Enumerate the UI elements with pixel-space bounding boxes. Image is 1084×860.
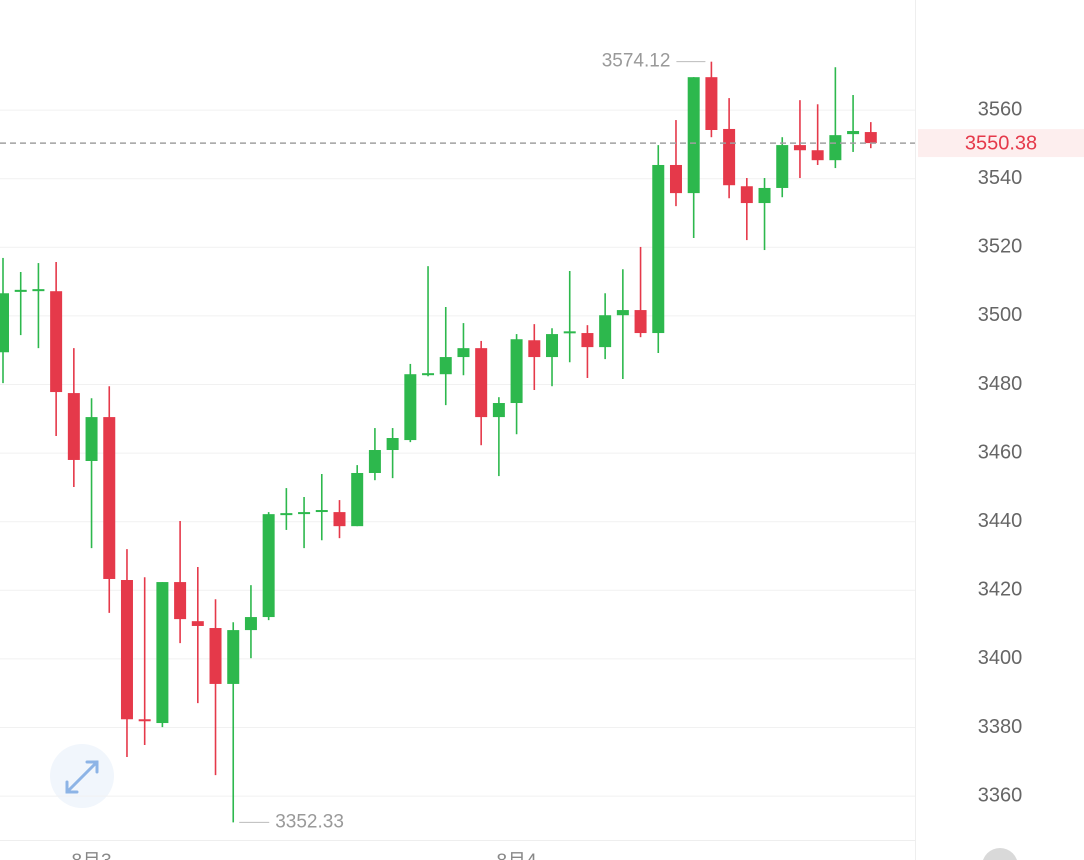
candle-body [740, 186, 753, 204]
candle-body [669, 164, 682, 194]
candle-body [14, 289, 27, 292]
y-tick-label: 3480 [978, 373, 1023, 395]
last-price-label: 3550.38 [965, 132, 1037, 154]
low-label: 3352.33 [275, 811, 344, 832]
y-tick-label: 3440 [978, 510, 1023, 532]
candle-body [174, 582, 187, 620]
y-tick-label: 3380 [978, 716, 1023, 738]
candle-body [50, 291, 63, 393]
candle-body [811, 150, 824, 161]
y-tick-label: 3540 [978, 167, 1023, 189]
candle-body [103, 417, 116, 579]
candle-body [563, 331, 576, 334]
x-tick-label: 8月4 [497, 851, 538, 860]
candle-body [847, 131, 860, 135]
candle-body [67, 393, 80, 460]
candle-body [528, 340, 541, 358]
candle-body [227, 630, 240, 684]
candle-body [333, 512, 346, 527]
candle-body [475, 348, 488, 418]
candle-body [120, 580, 133, 720]
candle-body [386, 438, 399, 451]
candle-body [315, 510, 328, 513]
candle-body [864, 132, 877, 144]
candle-body [191, 621, 204, 626]
grid [0, 109, 915, 797]
candle-body [262, 514, 275, 618]
candle-body [138, 719, 151, 722]
y-tick-label: 3400 [978, 647, 1023, 669]
candle-body [492, 403, 505, 418]
candle-body [510, 339, 523, 404]
y-tick-label: 3520 [978, 236, 1023, 258]
candle-body [616, 310, 629, 316]
candle-body [209, 628, 222, 684]
candle-body [829, 135, 842, 161]
expand-button[interactable] [50, 744, 114, 808]
candle-body [634, 310, 647, 334]
candle-body [280, 513, 293, 516]
candle-body [0, 293, 9, 353]
candle-body [404, 374, 417, 441]
candle-body [439, 357, 452, 375]
expand-icon[interactable] [65, 760, 99, 794]
y-tick-label: 3500 [978, 304, 1023, 326]
candle-body [457, 348, 470, 358]
candle-body [652, 164, 665, 334]
candle-body [723, 128, 736, 186]
candle-body [422, 373, 435, 376]
candle-body [599, 315, 612, 348]
candle-body [687, 77, 700, 194]
candle-body [368, 450, 381, 473]
candle-body [546, 334, 559, 358]
last-price-tag [918, 129, 1084, 158]
y-tick-label: 3460 [978, 441, 1023, 463]
candle-body [32, 289, 45, 292]
scroll-handle[interactable] [982, 848, 1018, 860]
x-tick-label: 8月3 [71, 851, 111, 860]
y-tick-label: 3560 [978, 98, 1023, 120]
candle-body [85, 417, 98, 461]
candle-body [156, 582, 169, 724]
candle-body [244, 617, 257, 631]
y-tick-label: 3420 [978, 579, 1023, 601]
candle-body [793, 145, 806, 151]
y-tick-label: 3360 [978, 784, 1023, 806]
candle-body [581, 333, 594, 348]
candle-body [298, 512, 311, 515]
candle-body [351, 472, 364, 527]
high-label: 3574.12 [602, 51, 671, 72]
candles [0, 61, 877, 823]
candle-body [705, 77, 718, 130]
candle-body [776, 145, 789, 188]
candle-body [758, 187, 771, 204]
